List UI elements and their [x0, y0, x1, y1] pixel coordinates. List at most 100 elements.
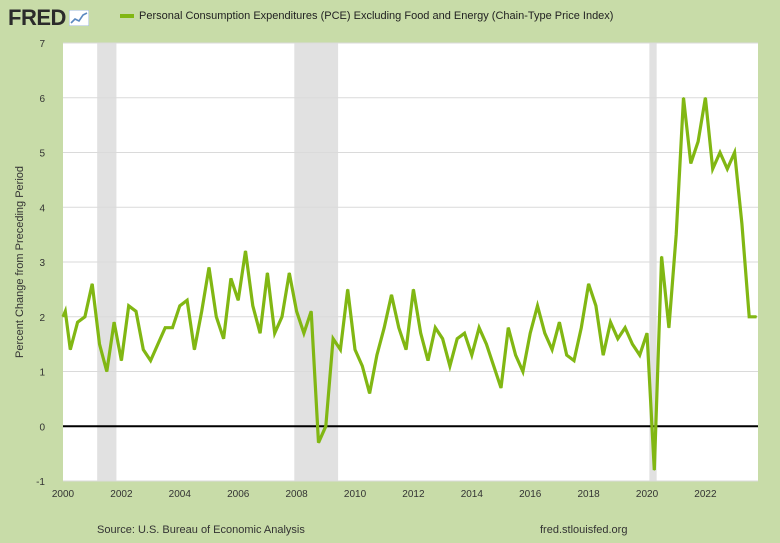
legend-label: Personal Consumption Expenditures (PCE) …	[139, 10, 614, 22]
data-point	[442, 338, 444, 340]
data-point	[91, 283, 93, 285]
data-point	[317, 442, 320, 444]
data-point	[551, 349, 553, 351]
x-tick-label-2002: 2002	[110, 489, 133, 500]
data-point	[390, 294, 393, 296]
y-tick-label-6: 6	[39, 94, 45, 105]
data-point	[478, 327, 480, 329]
data-point	[84, 316, 86, 318]
data-point	[383, 327, 385, 329]
data-point	[704, 97, 707, 99]
data-point	[237, 299, 239, 301]
data-point	[726, 168, 728, 170]
x-tick-label-2016: 2016	[519, 489, 542, 500]
data-point	[420, 332, 422, 334]
x-tick-label-2010: 2010	[344, 489, 367, 500]
data-point	[566, 354, 568, 356]
data-point	[668, 327, 670, 329]
data-point	[113, 321, 115, 323]
data-point	[588, 283, 590, 285]
data-point	[332, 338, 334, 340]
y-tick-label-7: 7	[39, 39, 45, 50]
data-point	[500, 387, 502, 389]
data-point	[157, 343, 159, 345]
data-point	[69, 349, 71, 351]
data-point	[354, 349, 356, 351]
x-tick-label-2004: 2004	[169, 489, 192, 500]
data-point	[580, 327, 582, 329]
data-point	[135, 310, 137, 312]
x-tick-label-2014: 2014	[461, 489, 484, 500]
data-point	[748, 316, 750, 318]
data-point	[98, 343, 101, 345]
data-point	[493, 365, 495, 367]
data-point	[259, 332, 261, 334]
data-point	[223, 338, 225, 340]
data-point	[522, 370, 524, 373]
data-point	[646, 332, 648, 334]
x-tick-label-2006: 2006	[227, 489, 250, 500]
data-point	[186, 299, 188, 301]
legend: Personal Consumption Expenditures (PCE) …	[120, 10, 613, 22]
data-point	[398, 327, 400, 329]
data-point	[120, 359, 123, 362]
data-point	[281, 316, 283, 318]
data-point	[77, 321, 79, 323]
data-point	[573, 359, 575, 362]
chart-line-icon	[68, 10, 89, 26]
data-point	[507, 327, 509, 329]
data-point	[266, 272, 269, 274]
site-link[interactable]: fred.stlouisfed.org	[540, 524, 628, 536]
data-point	[303, 332, 305, 334]
data-point	[544, 332, 546, 334]
data-point	[558, 321, 561, 323]
y-tick-label-2: 2	[39, 313, 45, 324]
data-point	[142, 349, 144, 351]
data-point	[661, 255, 663, 258]
data-point	[150, 359, 152, 362]
data-point	[106, 370, 108, 373]
data-point	[609, 321, 612, 323]
data-point	[347, 288, 349, 290]
data-point	[463, 332, 466, 334]
data-point	[64, 310, 66, 312]
data-point	[617, 338, 619, 340]
data-point	[719, 151, 721, 154]
data-point	[682, 97, 685, 99]
source-text: Source: U.S. Bureau of Economic Analysis	[97, 524, 305, 536]
data-point	[529, 332, 531, 334]
data-point	[412, 288, 415, 290]
data-point	[208, 266, 210, 269]
data-point	[288, 272, 290, 274]
x-tick-label-2018: 2018	[578, 489, 601, 500]
data-point	[230, 277, 232, 280]
x-tick-label-2012: 2012	[402, 489, 425, 500]
y-tick-label--1: -1	[36, 477, 45, 488]
legend-swatch	[120, 14, 134, 18]
data-point	[434, 327, 436, 329]
data-point	[471, 354, 473, 356]
data-point	[62, 316, 64, 318]
data-point	[427, 359, 429, 362]
data-point	[690, 162, 692, 165]
data-point	[653, 469, 655, 471]
data-point	[325, 425, 327, 427]
data-point	[515, 354, 517, 356]
logo-text: FRED	[8, 5, 66, 30]
data-point	[179, 305, 181, 307]
x-tick-label-2020: 2020	[636, 489, 659, 500]
data-point	[741, 223, 743, 225]
data-point	[376, 354, 378, 356]
data-point	[201, 310, 203, 312]
y-tick-label-0: 0	[39, 422, 45, 433]
fred-logo[interactable]: FRED	[8, 4, 89, 32]
data-point	[595, 305, 597, 307]
data-point	[215, 316, 217, 318]
data-point	[449, 365, 451, 367]
x-tick-label-2022: 2022	[694, 489, 717, 500]
data-point	[361, 365, 363, 367]
data-point	[296, 310, 298, 312]
data-point	[602, 354, 604, 356]
